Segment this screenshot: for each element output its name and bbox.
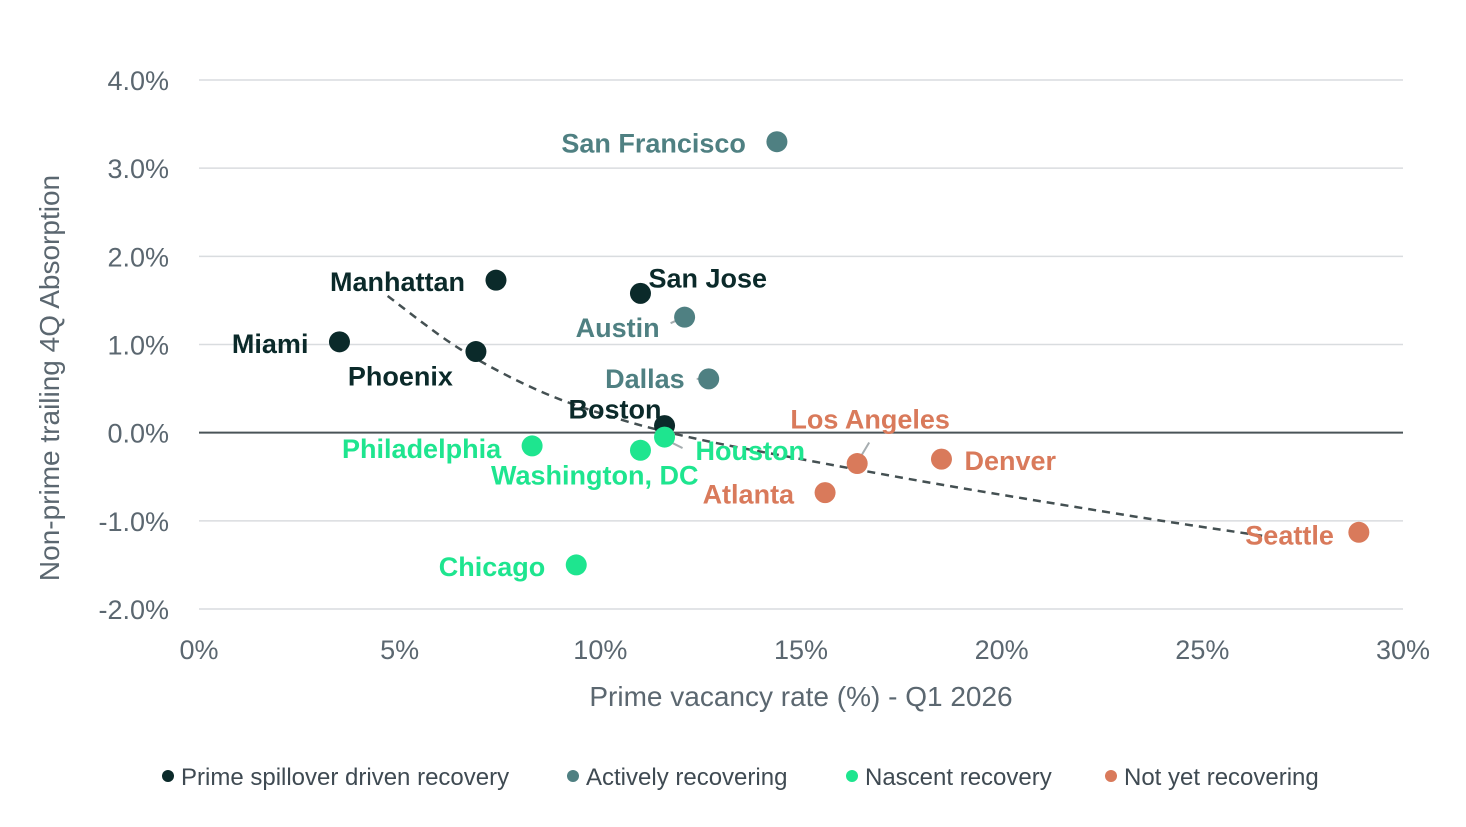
x-tick-label: 30% — [1376, 635, 1430, 665]
point-labels: Manhattan San Jose Miami Phoenix Boston San F… — [232, 129, 1334, 582]
legend-item-not-yet-recovering: Not yet recovering — [1105, 764, 1319, 791]
y-tick-label: -2.0% — [98, 595, 169, 625]
label-atlanta: Atlanta — [703, 480, 795, 510]
x-tick-label: 15% — [774, 635, 828, 665]
label-austin: Austin — [576, 313, 660, 343]
label-san-jose: San Jose — [648, 263, 767, 293]
legend-marker — [162, 770, 174, 782]
leader-line-houston — [672, 442, 683, 449]
legend-item-actively-recovering: Actively recovering — [567, 764, 787, 791]
x-axis-ticks: 0% 5% 10% 15% 20% 25% 30% — [179, 635, 1430, 665]
label-washington-dc: Washington, DC — [491, 460, 698, 490]
point-dallas — [698, 368, 720, 390]
trendline-group — [386, 294, 1263, 538]
point-seattle — [1348, 521, 1370, 543]
point-manhattan — [485, 269, 507, 291]
label-manhattan: Manhattan — [330, 267, 465, 297]
legend-label: Not yet recovering — [1124, 764, 1319, 791]
point-san-francisco — [766, 131, 788, 153]
point-houston — [654, 426, 676, 448]
label-san-francisco: San Francisco — [561, 129, 746, 159]
y-tick-label: 3.0% — [107, 154, 169, 184]
label-los-angeles: Los Angeles — [790, 405, 950, 435]
x-tick-label: 0% — [179, 635, 218, 665]
y-tick-label: 1.0% — [107, 331, 169, 361]
point-chicago — [565, 554, 587, 576]
label-seattle: Seattle — [1245, 520, 1334, 550]
label-denver: Denver — [964, 446, 1056, 476]
x-tick-label: 25% — [1175, 635, 1229, 665]
legend-label: Nascent recovery — [865, 764, 1052, 791]
y-tick-label: 2.0% — [107, 242, 169, 272]
point-austin — [674, 306, 696, 328]
legend-marker — [1105, 770, 1117, 782]
label-philadelphia: Philadelphia — [342, 434, 502, 464]
legend: Prime spillover driven recovery Actively … — [162, 764, 1319, 791]
label-phoenix: Phoenix — [348, 362, 453, 392]
point-denver — [930, 448, 952, 470]
trendline — [386, 294, 1263, 538]
point-philadelphia — [521, 435, 543, 457]
legend-marker — [846, 770, 858, 782]
label-miami: Miami — [232, 329, 309, 359]
point-atlanta — [814, 482, 836, 504]
label-boston: Boston — [569, 395, 662, 425]
point-san-jose — [629, 282, 651, 304]
label-dallas: Dallas — [605, 364, 685, 394]
point-miami — [328, 331, 350, 353]
y-tick-label: -1.0% — [98, 507, 169, 537]
x-tick-label: 10% — [573, 635, 627, 665]
label-chicago: Chicago — [439, 552, 546, 582]
label-houston: Houston — [696, 436, 805, 466]
legend-marker — [567, 770, 579, 782]
point-washington-dc — [629, 439, 651, 461]
point-phoenix — [465, 341, 487, 363]
legend-item-nascent-recovery: Nascent recovery — [846, 764, 1052, 791]
point-los-angeles — [846, 453, 868, 475]
y-axis-ticks: -2.0% -1.0% 0.0% 1.0% 2.0% 3.0% 4.0% — [98, 66, 169, 625]
legend-label: Prime spillover driven recovery — [181, 764, 509, 791]
x-tick-label: 5% — [380, 635, 419, 665]
y-tick-label: 4.0% — [107, 66, 169, 96]
legend-item-prime-spillover-driven-recovery: Prime spillover driven recovery — [162, 764, 509, 791]
x-tick-label: 20% — [975, 635, 1029, 665]
y-tick-label: 0.0% — [107, 419, 169, 449]
data-points — [328, 131, 1370, 576]
y-axis-title: Non-prime trailing 4Q Absorption — [34, 175, 65, 581]
legend-label: Actively recovering — [586, 764, 787, 791]
gridlines — [199, 79, 1403, 610]
x-axis-title: Prime vacancy rate (%) - Q1 2026 — [589, 681, 1012, 712]
